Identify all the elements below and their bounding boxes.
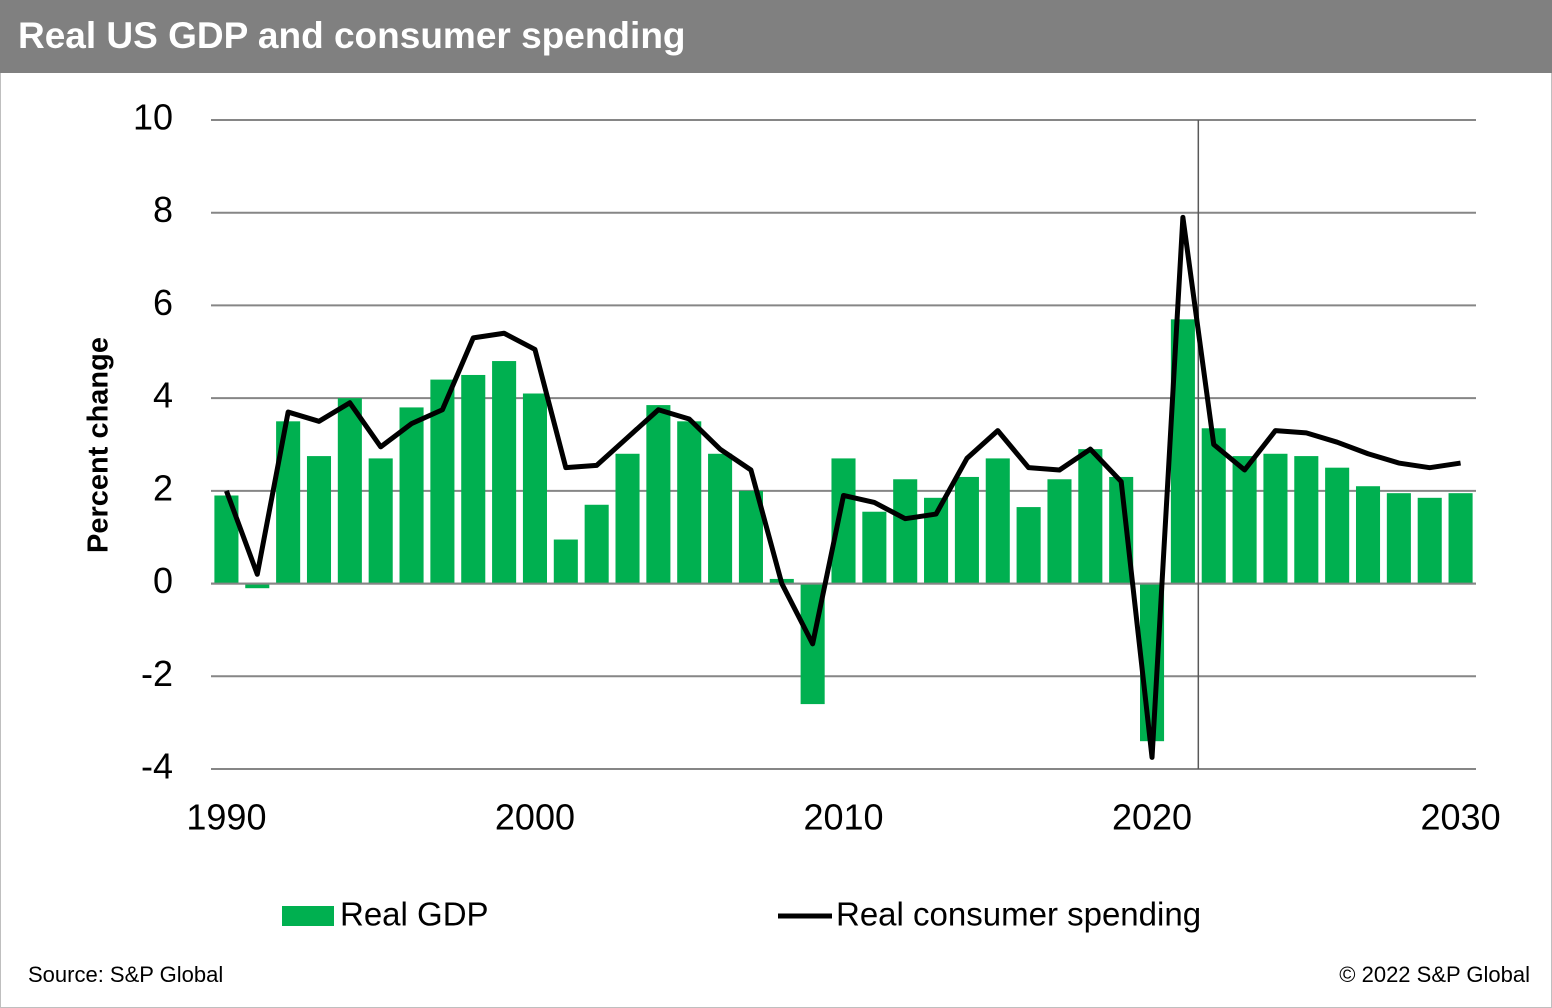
legend-label: Real GDP [340, 896, 489, 933]
bar [1355, 486, 1381, 584]
bar [985, 458, 1010, 584]
bar [615, 453, 640, 584]
y-tick-label: 2 [153, 467, 173, 508]
source: Source: S&P Global [28, 962, 223, 987]
bar [646, 405, 671, 584]
bar [461, 374, 486, 584]
bar [1448, 493, 1473, 584]
bar [1078, 449, 1103, 584]
bar [862, 511, 887, 584]
bar [492, 361, 517, 584]
bar [399, 407, 424, 584]
y-axis-label: Percent change [83, 337, 115, 553]
bar [831, 458, 856, 584]
header-band [0, 0, 1552, 73]
bar [1263, 453, 1288, 584]
x-tick-label: 1990 [186, 797, 266, 838]
bar [708, 453, 733, 584]
bar [1294, 456, 1319, 584]
bar [245, 583, 270, 589]
y-tick-label: 4 [153, 375, 173, 416]
y-tick-label: -4 [141, 746, 173, 787]
y-tick-label: -2 [141, 653, 173, 694]
chart-title: Real US GDP and consumer spending [18, 15, 686, 56]
bar [954, 476, 979, 584]
bar [1047, 479, 1072, 584]
bar [1016, 507, 1041, 584]
x-tick-label: 2000 [495, 797, 575, 838]
y-tick-label: 6 [153, 282, 173, 323]
legend-swatch [282, 906, 334, 926]
copyright: © 2022 S&P Global [1339, 962, 1530, 987]
bar [522, 393, 547, 584]
line [224, 214, 1461, 760]
bar [553, 539, 578, 584]
legend-label: Real consumer spending [836, 896, 1201, 933]
bar [1325, 467, 1350, 584]
bar [1386, 493, 1411, 584]
bar [337, 398, 362, 584]
bar [306, 456, 332, 584]
y-tick-label: 10 [133, 97, 173, 138]
bar [584, 504, 609, 584]
x-tick-label: 2020 [1112, 797, 1192, 838]
bar [368, 458, 393, 584]
bar [893, 479, 918, 584]
x-tick-label: 2010 [803, 797, 883, 838]
y-tick-label: 0 [153, 560, 173, 601]
bar [677, 421, 702, 584]
y-tick-label: 8 [153, 189, 173, 230]
x-tick-label: 2030 [1421, 797, 1501, 838]
bar [1417, 497, 1442, 584]
bar [1232, 456, 1257, 584]
